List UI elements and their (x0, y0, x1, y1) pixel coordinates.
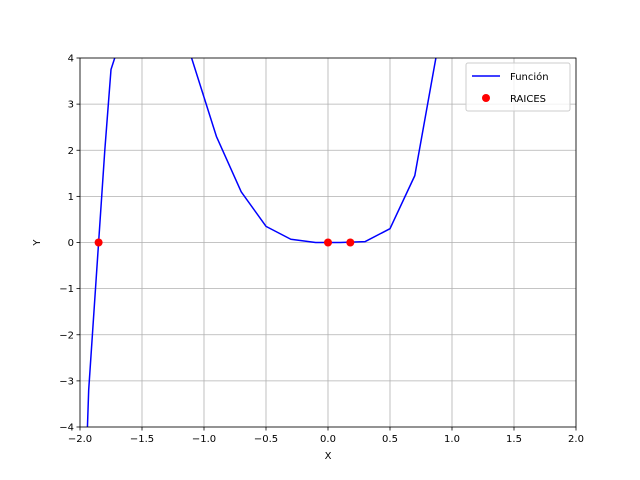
y-axis-label: Y (32, 239, 43, 247)
legend-entry-function: Función (510, 71, 549, 83)
x-tick-label-4: 0.0 (320, 434, 336, 445)
series-line-function (86, 58, 437, 427)
x-tick-label-3: −0.5 (254, 434, 278, 445)
legend: Función RAICES (465, 62, 571, 112)
y-tick-label-1: −3 (59, 376, 74, 387)
y-tick-label-6: 2 (68, 146, 74, 157)
y-tick-label-8: 4 (68, 54, 74, 65)
x-tick-label-0: −2.0 (68, 434, 92, 445)
y-tick-label-4: 0 (68, 238, 74, 249)
x-tick-label-5: 0.5 (382, 434, 398, 445)
x-tick-label-7: 1.5 (506, 434, 522, 445)
y-tick-label-0: −4 (59, 423, 74, 434)
y-tick-label-5: 1 (68, 192, 74, 203)
legend-entry-roots: RAICES (510, 94, 546, 105)
legend-swatch-marker (482, 94, 490, 102)
x-tick-label-6: 1.0 (444, 434, 460, 445)
root-point-0 (94, 238, 103, 247)
plot-area (86, 58, 437, 427)
x-tick-label-8: 2.0 (568, 434, 584, 445)
y-tick-label-2: −2 (59, 330, 74, 341)
root-point-2 (346, 238, 355, 247)
axes-ticks: −2.0 −1.5 −1.0 −0.5 0.0 0.5 1.0 1.5 2.0 −4 −3 −2 −1 0… (59, 54, 584, 446)
x-tick-label-1: −1.5 (130, 434, 154, 445)
y-tick-label-3: −1 (59, 284, 74, 295)
root-point-1 (324, 238, 332, 247)
x-tick-label-2: −1.0 (192, 434, 216, 445)
y-tick-label-7: 3 (68, 100, 74, 111)
legend-box (465, 62, 571, 112)
x-axis-label: X (325, 451, 332, 462)
